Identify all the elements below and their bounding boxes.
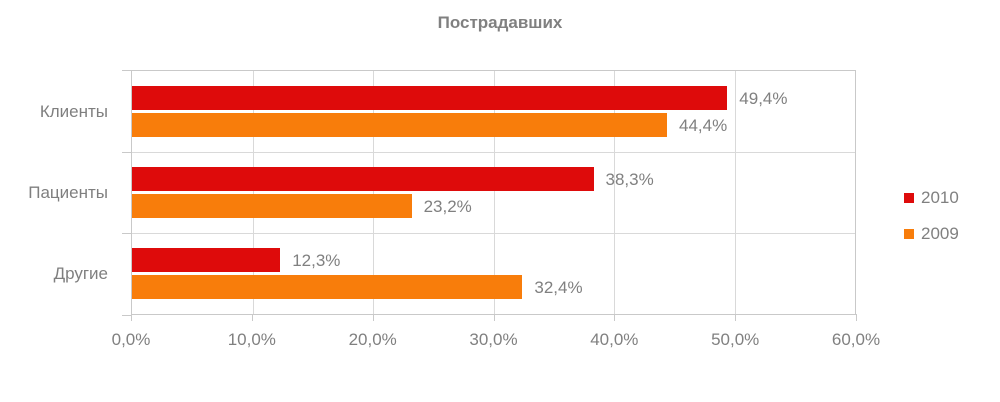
bar-2010-1: [132, 86, 728, 110]
legend-item-2009: 2009: [904, 223, 959, 245]
x-axis-tick: [131, 314, 132, 321]
legend-label: 2010: [921, 188, 959, 207]
x-axis-tick: [856, 314, 857, 321]
legend: 2010 2009: [904, 187, 959, 259]
y-axis-tick: [122, 151, 131, 153]
gridline-vertical: [734, 71, 736, 314]
data-label: 49,4%: [739, 89, 788, 108]
gridline-vertical: [252, 71, 254, 314]
bar-2009-2: [132, 194, 412, 218]
x-axis-tick-label: 10,0%: [227, 330, 276, 349]
category-label: Пациенты: [28, 182, 108, 202]
x-axis-tick: [614, 314, 616, 321]
plot-area: 49,4% 44,4% 38,3% 23,2% 12,3% 32,4%: [131, 70, 856, 315]
y-axis-tick: [122, 315, 131, 316]
gridline-horizontal: [132, 152, 855, 153]
gridline-vertical: [614, 71, 615, 314]
chart-title: Пострадавших: [437, 13, 563, 32]
category-label: Клиенты: [39, 101, 108, 121]
bar-2009-1: [132, 113, 667, 137]
legend-swatch-2010: [904, 193, 914, 203]
legend-item-2010: 2010: [904, 187, 959, 209]
x-axis-tick-label: 0,0%: [111, 330, 151, 349]
data-label: 32,4%: [534, 278, 583, 297]
gridline-horizontal: [132, 233, 855, 234]
data-label: 12,3%: [292, 251, 341, 270]
x-axis-tick-label: 30,0%: [469, 330, 518, 349]
x-axis-tick: [493, 314, 495, 321]
y-axis-tick: [122, 70, 131, 71]
category-label: Другие: [53, 263, 108, 283]
x-axis-tick-label: 60,0%: [831, 330, 881, 349]
bar-2009-3: [132, 275, 523, 299]
y-axis-tick: [122, 233, 131, 235]
x-axis-tick: [735, 314, 737, 321]
legend-swatch-2009: [904, 229, 914, 239]
data-label: 38,3%: [605, 170, 654, 189]
data-label: 44,4%: [679, 116, 728, 135]
x-axis-tick: [372, 314, 374, 321]
x-axis-tick-label: 20,0%: [348, 330, 397, 349]
bar-2010-2: [132, 167, 594, 191]
data-label: 23,2%: [423, 197, 472, 216]
gridline-vertical: [493, 71, 495, 314]
legend-label: 2009: [921, 224, 959, 243]
x-axis-tick-label: 50,0%: [711, 330, 760, 349]
x-axis-tick: [251, 314, 253, 321]
x-axis-tick-label: 40,0%: [590, 330, 639, 349]
gridline-vertical: [373, 71, 374, 314]
bar-2010-3: [132, 248, 281, 272]
